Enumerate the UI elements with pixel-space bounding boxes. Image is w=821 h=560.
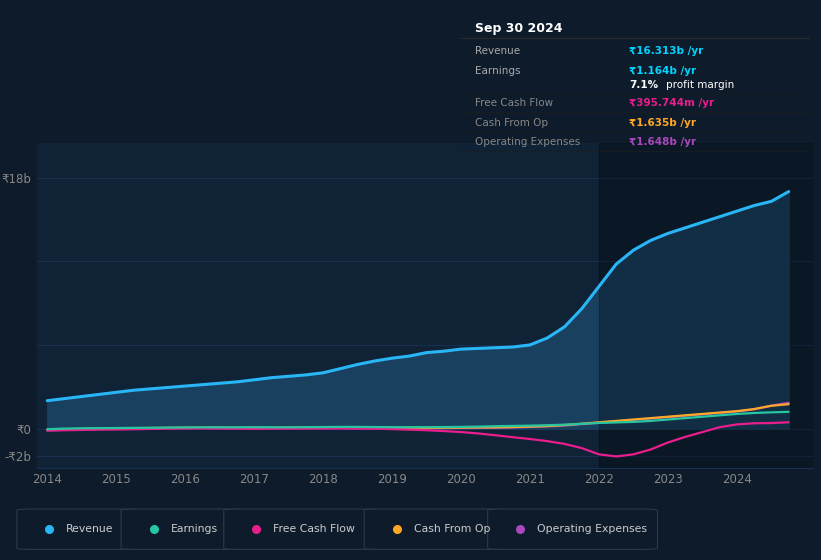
Text: profit margin: profit margin [666,81,734,90]
Text: Revenue: Revenue [475,46,521,56]
Bar [599,143,819,468]
FancyBboxPatch shape [122,509,245,549]
Text: ₹1.648b /yr: ₹1.648b /yr [629,137,696,147]
Text: Earnings: Earnings [475,66,521,76]
Text: Free Cash Flow: Free Cash Flow [475,98,553,108]
Text: Operating Expenses: Operating Expenses [475,137,580,147]
Text: Earnings: Earnings [171,524,218,534]
Text: Revenue: Revenue [67,524,114,534]
Text: Cash From Op: Cash From Op [475,118,548,128]
FancyBboxPatch shape [224,509,382,549]
FancyBboxPatch shape [488,509,658,549]
Text: ₹1.635b /yr: ₹1.635b /yr [629,118,696,128]
Text: Cash From Op: Cash From Op [414,524,490,534]
Text: Free Cash Flow: Free Cash Flow [273,524,355,534]
FancyBboxPatch shape [17,509,140,549]
Text: 7.1%: 7.1% [629,81,658,90]
Text: ₹395.744m /yr: ₹395.744m /yr [629,98,714,108]
Text: Operating Expenses: Operating Expenses [537,524,647,534]
Text: ₹1.164b /yr: ₹1.164b /yr [629,66,696,76]
Text: ₹16.313b /yr: ₹16.313b /yr [629,46,703,56]
Text: Sep 30 2024: Sep 30 2024 [475,22,563,35]
FancyBboxPatch shape [365,509,507,549]
